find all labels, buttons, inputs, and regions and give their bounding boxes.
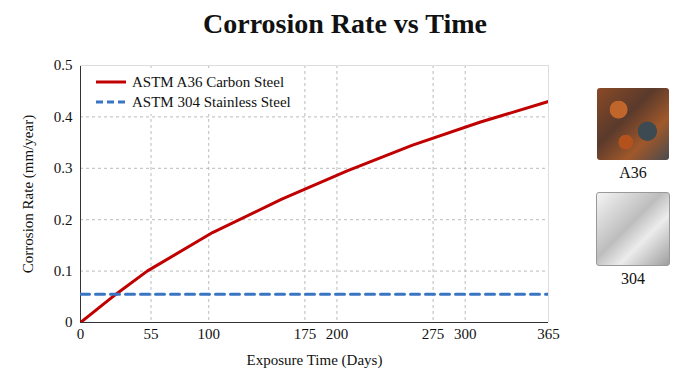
svg-text:Corrosion Rate (mm/year): Corrosion Rate (mm/year) [20, 115, 37, 273]
svg-text:55: 55 [144, 326, 159, 342]
html-text:ASTM A36 Carbon Steel: ASTM A36 Carbon Steel [132, 74, 285, 90]
html-text:304: 304 [621, 270, 645, 287]
svg-text:200: 200 [326, 326, 349, 342]
svg-text:365: 365 [537, 326, 560, 342]
svg-text:0.2: 0.2 [54, 212, 73, 228]
svg-text:300: 300 [454, 326, 477, 342]
svg-text:0: 0 [77, 326, 85, 342]
html-text:Corrosion Rate vs Time: Corrosion Rate vs Time [203, 8, 487, 39]
svg-text:0.4: 0.4 [54, 109, 73, 125]
html-text:ASTM 304 Stainless Steel: ASTM 304 Stainless Steel [132, 94, 291, 110]
svg-text:0.3: 0.3 [54, 160, 73, 176]
html-text:A36: A36 [619, 164, 647, 181]
svg-text:0.1: 0.1 [54, 263, 73, 279]
svg-text:100: 100 [197, 326, 220, 342]
svg-text:175: 175 [294, 326, 317, 342]
svg-text:0: 0 [65, 314, 73, 330]
svg-text:0.5: 0.5 [54, 57, 73, 73]
svg-text:Exposure Time (Days): Exposure Time (Days) [247, 352, 383, 369]
svg-text:275: 275 [422, 326, 445, 342]
